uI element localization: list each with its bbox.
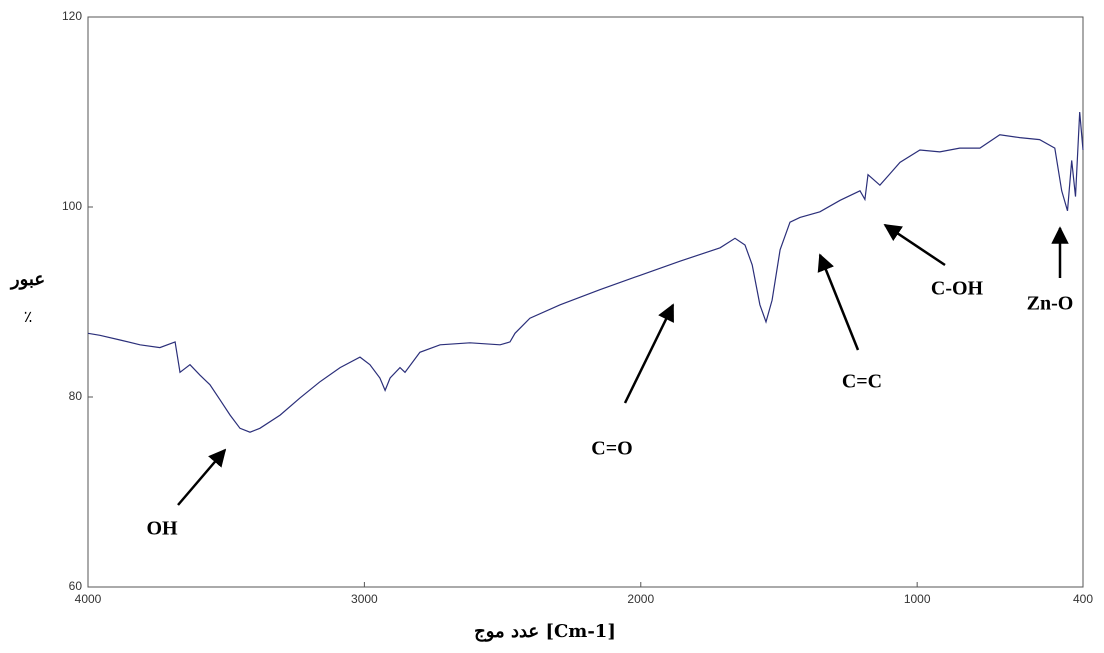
y-tick-label: 80 [69, 389, 83, 403]
annotation: C=C [842, 371, 882, 393]
plot-frame [87, 16, 1084, 588]
annotation: C=O [591, 438, 632, 460]
x-tick-label: 1000 [904, 592, 931, 606]
spectrum-line [87, 111, 1084, 433]
y-tick-label: 60 [69, 579, 83, 593]
annotation-arrow [177, 448, 227, 506]
annotation-arrow [883, 223, 946, 267]
x-tick-label: 400 [1073, 592, 1093, 606]
x-tick-label: 3000 [351, 592, 378, 606]
y-axis-label: عبور [9, 269, 45, 290]
x-tick-label: 2000 [627, 592, 654, 606]
y-tick-label: 120 [62, 9, 82, 23]
annotation: Zn-O [1027, 293, 1074, 315]
annotation-arrow [623, 303, 675, 404]
annotation: C-OH [931, 278, 984, 300]
x-axis-label: عدد موج [Cm-1] [474, 621, 616, 642]
y-axis-label: ٪ [24, 309, 33, 326]
x-tick-label: 4000 [75, 592, 102, 606]
annotation-arrow [817, 253, 860, 351]
annotation: OH [146, 518, 178, 540]
y-tick-label: 100 [62, 199, 82, 213]
